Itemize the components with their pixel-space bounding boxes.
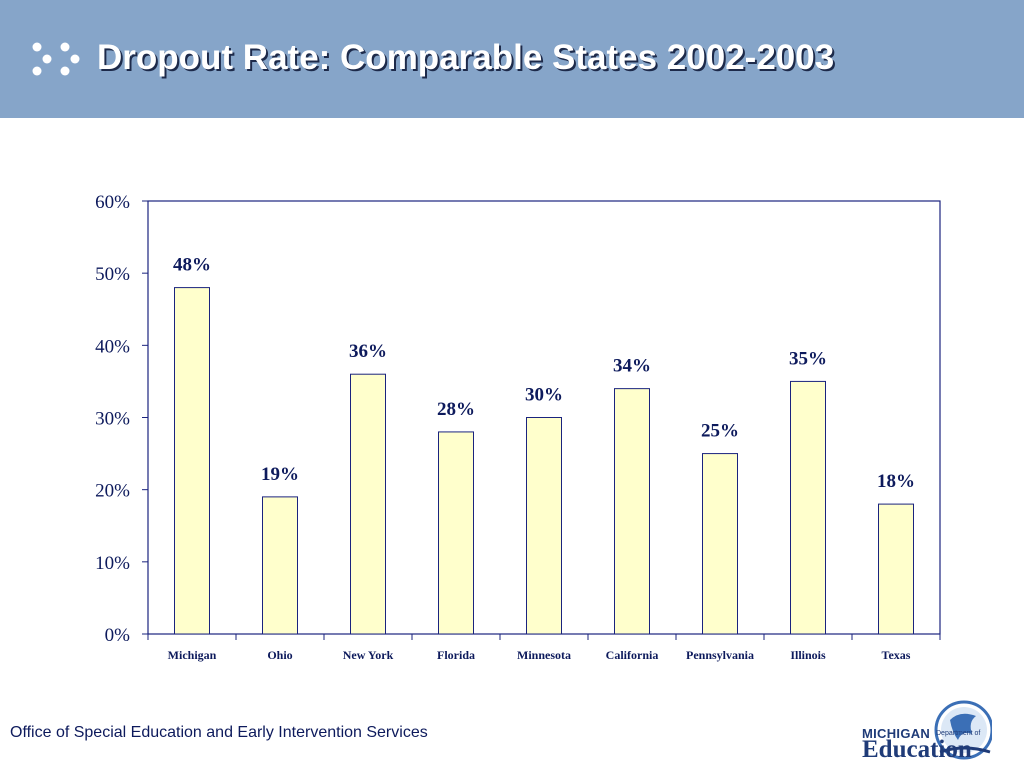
data-label: 35%: [789, 348, 827, 369]
data-label: 18%: [877, 471, 915, 492]
bar: [790, 380, 826, 635]
y-tick-label: 30%: [95, 409, 130, 430]
data-label: 30%: [525, 385, 563, 406]
data-label: 34%: [613, 356, 651, 377]
data-label: 19%: [261, 464, 299, 485]
logo-department-text: Department of: [936, 730, 981, 737]
y-tick-label: 60%: [95, 192, 130, 213]
category-label: Michigan: [168, 648, 217, 662]
y-tick-label: 40%: [95, 336, 130, 357]
bar: [702, 453, 738, 635]
slide-title: Dropout Rate: Comparable States 2002-200…: [97, 38, 835, 77]
bar: [526, 417, 562, 635]
y-tick-label: 10%: [95, 553, 130, 574]
category-label: Texas: [882, 648, 911, 662]
bar-chart: 0% 10% 20% 30% 40% 50% 60% 48% Michigan 19% Ohio 36…: [95, 192, 941, 662]
data-label: 36%: [349, 341, 387, 362]
dots-bullet-icon: [32, 42, 80, 76]
category-label: Pennsylvania: [686, 648, 754, 662]
data-label: 48%: [173, 255, 211, 276]
michigan-seal-icon: [934, 700, 992, 760]
logo-michigan-text: MICHIGAN: [862, 726, 931, 741]
logo-education-text: Education: [862, 736, 972, 763]
category-label: California: [606, 648, 659, 662]
title-banner: Dropout Rate: Comparable States 2002-200…: [0, 0, 1024, 118]
y-tick-label: 50%: [95, 264, 130, 285]
bar: [174, 287, 210, 635]
y-tick-label: 20%: [95, 481, 130, 502]
bar: [438, 431, 474, 635]
category-label: Florida: [437, 648, 475, 662]
y-tick-label: 0%: [105, 625, 131, 646]
michigan-education-logo: MICHIGAN Department of Education: [862, 700, 994, 764]
data-label: 28%: [437, 399, 475, 420]
bar: [262, 496, 298, 635]
category-label: Illinois: [790, 648, 826, 662]
bar: [878, 503, 914, 635]
footer-text: Office of Special Education and Early In…: [10, 724, 428, 741]
bar: [350, 373, 386, 635]
category-label: New York: [343, 648, 394, 662]
data-label: 25%: [701, 421, 739, 442]
category-label: Ohio: [267, 648, 292, 662]
bar: [614, 388, 650, 635]
category-label: Minnesota: [517, 648, 571, 662]
